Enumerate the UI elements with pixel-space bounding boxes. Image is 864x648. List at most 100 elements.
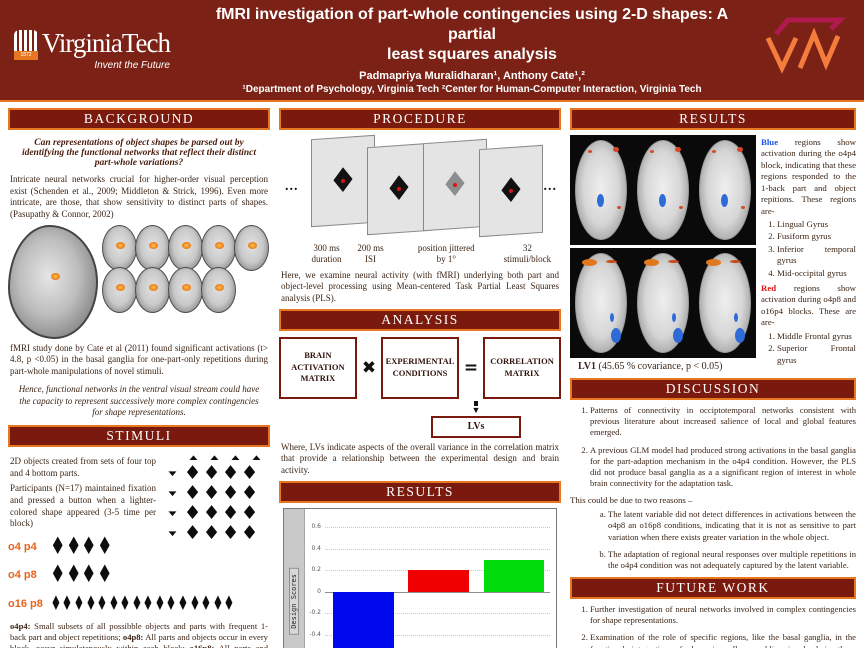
- list-item: Further investigation of neural networks…: [590, 604, 856, 626]
- stimulus-shape: ♦: [142, 591, 154, 615]
- stimulus-shape: ♦: [200, 591, 212, 615]
- background-section-header: BACKGROUND: [8, 108, 270, 130]
- column-background-stimuli: BACKGROUND Can representations of object…: [8, 108, 270, 648]
- stimuli-section-header: STIMULI: [8, 424, 270, 447]
- o4p4-shapes: ♦♦♦♦: [50, 534, 112, 559]
- activation-spot: [214, 283, 224, 291]
- stimulus-card: ♦: [423, 138, 487, 232]
- stimulus-shape: ♦: [96, 560, 113, 588]
- vt-tagline: Invent the Future: [94, 60, 170, 71]
- label-stimuli-block: 32 stimuli/block: [500, 243, 555, 266]
- stimulus-shape: ♦: [223, 591, 235, 615]
- object-shape: ♦: [221, 462, 240, 485]
- chart-gridline: [325, 527, 550, 529]
- chart-bar-o4p8: [408, 570, 469, 592]
- down-arrow-icon: ▼: [471, 404, 481, 415]
- chart-gridline: [325, 634, 550, 636]
- multiply-operator: ✖: [361, 357, 377, 378]
- brain-panel-2: [570, 248, 756, 358]
- results-brain-figures: LV1 (45.65 % covariance, p < 0.05): [570, 135, 756, 378]
- stimulus-shape: ♦: [212, 591, 224, 615]
- axial-brain-slice: [699, 140, 751, 240]
- analysis-equation: BRAIN ACTIVATION MATRIX ✖ EXPERIMENTAL C…: [279, 336, 561, 399]
- bottom-part-shape: ▼: [165, 489, 180, 499]
- activation-spot: [148, 283, 158, 291]
- activation-spot: [51, 272, 61, 280]
- header-title-block: fMRI investigation of part-whole conting…: [205, 5, 739, 95]
- label-duration: 300 ms duration: [305, 243, 348, 266]
- condition-row-o4p8: o4 p8 ♦♦♦♦: [8, 562, 158, 587]
- stimuli-top-block: 2D objects created from sets of four top…: [8, 452, 270, 590]
- poster-body: BACKGROUND Can representations of object…: [0, 102, 864, 648]
- chart-tick-label: 0: [317, 587, 321, 595]
- stimulus-shape: ♦: [165, 591, 177, 615]
- discussion-sub-list: The latent variable did not detect diffe…: [570, 509, 856, 571]
- procedure-figure: ... ♦ ♦ ♦ ♦ ...: [279, 134, 561, 241]
- chart-gridline: [325, 591, 550, 593]
- experimental-conditions-box: EXPERIMENTAL CONDITIONS: [381, 336, 459, 399]
- chart-tick-label: 0.4: [311, 544, 321, 552]
- chart-gridline: [325, 548, 550, 550]
- discussion-middle-text: This could be due to two reasons –: [570, 495, 693, 506]
- future-work-section-header: FUTURE WORK: [570, 577, 856, 600]
- brain-panel-1: [570, 135, 756, 245]
- research-question: Can representations of object shapes be …: [21, 138, 257, 168]
- chart-bar-o4p4: [332, 591, 394, 648]
- list-item: Examination of the role of specific regi…: [590, 632, 856, 648]
- object-shape: ♦: [183, 462, 202, 485]
- discussion-list: Patterns of connectivity in occiptotempo…: [570, 405, 856, 489]
- activation-spot: [181, 283, 191, 291]
- background-paragraph-2: fMRI study done by Cate et al (2011) fou…: [10, 342, 268, 377]
- condition-label-o16p8: o16 p8: [8, 598, 43, 610]
- procedure-paragraph: Here, we examine neural activity (with f…: [281, 269, 559, 303]
- axial-brain-slice: [234, 224, 269, 271]
- activation-spot: [214, 241, 224, 249]
- axial-brain-slice: [699, 253, 751, 353]
- isi-value: 200 ms: [357, 243, 384, 253]
- stimulus-shape: ♦: [81, 560, 97, 588]
- top-part-shape: ▲: [186, 453, 201, 463]
- list-item: The latent variable did not detect diffe…: [608, 509, 856, 543]
- jitter-unit: by 1°: [436, 254, 456, 265]
- lvs-block: ▼ LVs: [421, 400, 531, 438]
- object-shape: ♦: [221, 482, 240, 505]
- list-item: Lingual Gyrus: [777, 219, 856, 230]
- stimulus-shape: ♦: [96, 591, 108, 615]
- chart-ylabel: Design Scores: [289, 568, 299, 636]
- stimulus-shape: ♦: [154, 591, 166, 615]
- stim-count-value: 32: [522, 243, 532, 253]
- stimulus-shape: ♦: [73, 591, 85, 615]
- object-shape: ♦: [183, 522, 202, 545]
- activation-spot: [115, 283, 125, 291]
- red-regions-list: Middle Frontal gyrusSuperior Frontal gyr…: [761, 331, 856, 366]
- top-part-shape: ▲: [207, 453, 222, 463]
- stimulus-shape: ♦: [65, 560, 82, 588]
- list-item: Inferior temporal gyrus: [777, 244, 856, 267]
- condition-label-o4p4: o4 p4: [8, 540, 37, 553]
- object-shape: ♦: [202, 502, 221, 525]
- stimuli-part-grid: ▲ ▲ ▲ ▲ ▼ ♦ ♦ ♦ ♦ ▼ ♦ ♦ ♦ ♦ ▼ ♦ ♦ ♦ ♦ ▼ ♦ ♦ ♦ ♦: [162, 452, 267, 590]
- stim-count-unit: stimuli/block: [503, 254, 552, 265]
- column-procedure-analysis-results: PROCEDURE ... ♦ ♦ ♦ ♦ ... 300 ms duration 2…: [279, 108, 561, 648]
- red-regions-paragraph: Red regions show activation during o4p8 …: [761, 283, 856, 328]
- brain-activation-matrix-box: BRAIN ACTIVATION MATRIX: [279, 336, 357, 399]
- top-part-shape: ▲: [249, 453, 264, 463]
- o4p8-shapes: ♦♦♦♦: [50, 562, 112, 587]
- object-shape: ♦: [221, 502, 240, 525]
- analysis-paragraph: Where, LVs indicate aspects of the overa…: [281, 441, 559, 475]
- activation-spot: [148, 241, 158, 249]
- authors: Padmapriya Muralidharan¹, Anthony Cate¹,…: [359, 70, 585, 82]
- stimuli-text: 2D objects created from sets of four top…: [8, 452, 158, 590]
- list-item: Mid-occipital gyrus: [777, 268, 856, 279]
- stimulus-shape: ♦: [81, 532, 97, 560]
- chart-tick-label: -0.4: [309, 630, 321, 638]
- bottom-part-shape: ▼: [165, 509, 180, 519]
- object-shape: ♦: [240, 502, 259, 525]
- axial-brain-slice: [575, 253, 627, 353]
- list-item: The adaptation of regional neural respon…: [608, 549, 856, 571]
- isi-unit: ISI: [364, 254, 376, 265]
- axial-brain-slice: [168, 266, 203, 313]
- axial-brain-slice: [102, 224, 137, 271]
- blue-regions-paragraph: Blue regions show activation during the …: [761, 137, 856, 216]
